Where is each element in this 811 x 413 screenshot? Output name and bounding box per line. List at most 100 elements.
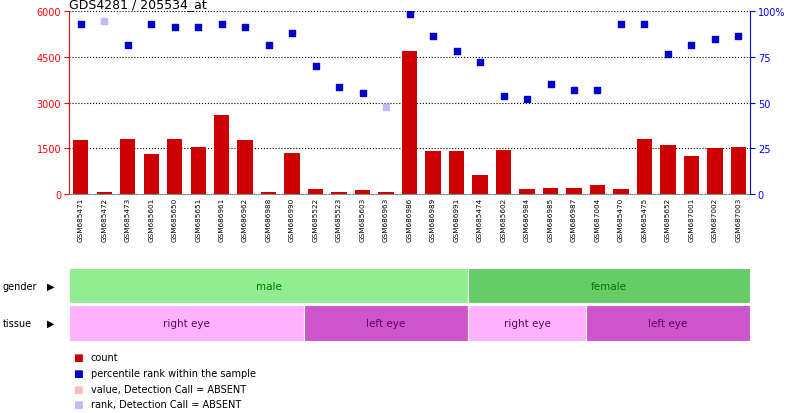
Bar <box>214 115 230 194</box>
Bar <box>120 140 135 194</box>
Bar <box>586 306 750 341</box>
Text: GDS4281 / 205534_at: GDS4281 / 205534_at <box>69 0 207 11</box>
Text: male: male <box>255 281 281 291</box>
Point <box>427 33 440 40</box>
Text: gender: gender <box>2 281 37 291</box>
Point <box>191 24 204 31</box>
Point <box>685 43 698 49</box>
Text: GSM686990: GSM686990 <box>289 197 295 242</box>
Text: GSM686963: GSM686963 <box>383 197 389 242</box>
Bar <box>566 188 581 194</box>
Bar <box>468 306 586 341</box>
Text: tissue: tissue <box>2 318 32 328</box>
Point <box>615 21 628 28</box>
Text: GSM686988: GSM686988 <box>266 197 272 242</box>
Point <box>497 94 510 100</box>
Bar <box>449 152 464 194</box>
Bar <box>468 268 750 304</box>
Bar <box>472 176 487 194</box>
Text: ■: ■ <box>73 368 83 378</box>
Point <box>309 64 322 70</box>
Text: right eye: right eye <box>504 318 551 328</box>
Text: GSM685522: GSM685522 <box>312 197 319 242</box>
Text: GSM686986: GSM686986 <box>406 197 413 242</box>
Text: GSM685602: GSM685602 <box>500 197 507 242</box>
Point <box>285 30 298 37</box>
Text: GSM687002: GSM687002 <box>712 197 718 242</box>
Bar <box>684 156 699 194</box>
Bar <box>379 192 393 194</box>
Point <box>732 33 745 40</box>
Point <box>74 21 87 28</box>
Bar <box>402 52 417 194</box>
Bar <box>519 189 534 194</box>
Text: GSM687003: GSM687003 <box>736 197 741 242</box>
Bar <box>707 149 723 194</box>
Point <box>474 59 487 66</box>
Text: GSM685601: GSM685601 <box>148 197 154 242</box>
Point <box>591 88 604 95</box>
Bar <box>285 153 300 194</box>
Text: value, Detection Call = ABSENT: value, Detection Call = ABSENT <box>91 384 246 394</box>
Text: GSM685470: GSM685470 <box>618 197 624 242</box>
Text: right eye: right eye <box>163 318 210 328</box>
Point <box>568 88 581 95</box>
Text: GSM685472: GSM685472 <box>101 197 107 242</box>
Point <box>215 21 228 28</box>
Text: GSM685603: GSM685603 <box>359 197 366 242</box>
Bar <box>426 152 440 194</box>
Bar <box>167 140 182 194</box>
Point <box>450 48 463 55</box>
Point <box>521 97 534 104</box>
Point <box>403 12 416 19</box>
Text: ▶: ▶ <box>47 281 54 291</box>
Text: GSM686989: GSM686989 <box>430 197 436 242</box>
Point <box>380 104 393 111</box>
Text: female: female <box>591 281 627 291</box>
Bar <box>355 190 370 194</box>
Bar <box>69 268 468 304</box>
Text: ■: ■ <box>73 352 83 362</box>
Point <box>356 91 369 97</box>
Point <box>544 82 557 88</box>
Point <box>97 18 110 25</box>
Bar <box>660 146 676 194</box>
Bar <box>637 140 652 194</box>
Text: ■: ■ <box>73 384 83 394</box>
Text: GSM685471: GSM685471 <box>78 197 84 242</box>
Bar <box>69 306 304 341</box>
Text: GSM686962: GSM686962 <box>242 197 248 242</box>
Bar <box>308 190 324 194</box>
Bar <box>144 155 159 194</box>
Text: GSM687001: GSM687001 <box>689 197 694 242</box>
Text: left eye: left eye <box>648 318 688 328</box>
Text: GSM685651: GSM685651 <box>195 197 201 242</box>
Point <box>121 43 134 49</box>
Text: GSM685523: GSM685523 <box>336 197 342 242</box>
Bar <box>238 141 253 194</box>
Bar <box>332 192 347 194</box>
Text: count: count <box>91 352 118 362</box>
Point <box>709 36 722 43</box>
Bar <box>731 147 746 194</box>
Bar <box>496 150 511 194</box>
Text: percentile rank within the sample: percentile rank within the sample <box>91 368 255 378</box>
Text: GSM685652: GSM685652 <box>665 197 671 242</box>
Text: GSM687004: GSM687004 <box>594 197 600 242</box>
Point <box>262 43 275 49</box>
Text: GSM686991: GSM686991 <box>453 197 460 242</box>
Bar <box>590 185 605 194</box>
Point <box>144 21 157 28</box>
Bar <box>304 306 468 341</box>
Bar <box>97 192 112 194</box>
Bar <box>261 192 277 194</box>
Text: GSM685474: GSM685474 <box>477 197 483 242</box>
Text: GSM686985: GSM686985 <box>547 197 553 242</box>
Bar <box>543 188 558 194</box>
Text: GSM685475: GSM685475 <box>642 197 647 242</box>
Text: rank, Detection Call = ABSENT: rank, Detection Call = ABSENT <box>91 399 241 409</box>
Text: GSM686987: GSM686987 <box>571 197 577 242</box>
Text: GSM686984: GSM686984 <box>524 197 530 242</box>
Bar <box>73 141 88 194</box>
Text: GSM686961: GSM686961 <box>219 197 225 242</box>
